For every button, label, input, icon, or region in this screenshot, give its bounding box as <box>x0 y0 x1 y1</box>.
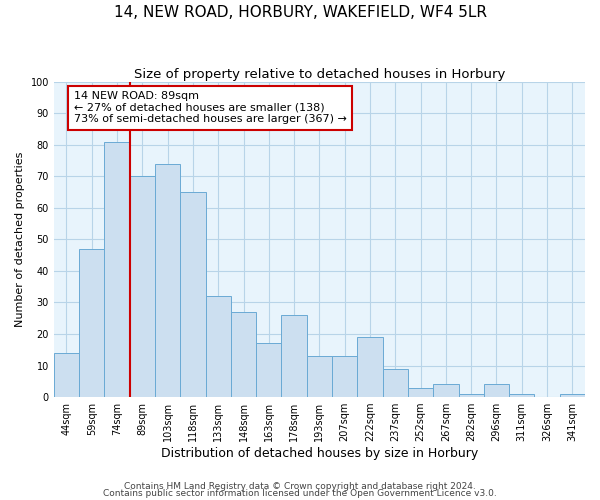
Y-axis label: Number of detached properties: Number of detached properties <box>15 152 25 327</box>
Bar <box>256 344 281 397</box>
Bar <box>408 388 433 397</box>
Text: Contains HM Land Registry data © Crown copyright and database right 2024.: Contains HM Land Registry data © Crown c… <box>124 482 476 491</box>
Bar <box>358 337 383 397</box>
X-axis label: Distribution of detached houses by size in Horbury: Distribution of detached houses by size … <box>161 447 478 460</box>
Bar <box>433 384 458 397</box>
Bar <box>79 249 104 397</box>
Bar <box>484 384 509 397</box>
Bar <box>231 312 256 397</box>
Bar <box>458 394 484 397</box>
Bar <box>54 353 79 397</box>
Bar <box>332 356 358 397</box>
Text: 14, NEW ROAD, HORBURY, WAKEFIELD, WF4 5LR: 14, NEW ROAD, HORBURY, WAKEFIELD, WF4 5L… <box>113 5 487 20</box>
Bar <box>307 356 332 397</box>
Bar <box>509 394 535 397</box>
Bar <box>104 142 130 397</box>
Bar <box>560 394 585 397</box>
Bar <box>383 368 408 397</box>
Title: Size of property relative to detached houses in Horbury: Size of property relative to detached ho… <box>134 68 505 80</box>
Text: Contains public sector information licensed under the Open Government Licence v3: Contains public sector information licen… <box>103 489 497 498</box>
Bar <box>281 315 307 397</box>
Bar <box>155 164 180 397</box>
Bar <box>206 296 231 397</box>
Bar <box>130 176 155 397</box>
Text: 14 NEW ROAD: 89sqm
← 27% of detached houses are smaller (138)
73% of semi-detach: 14 NEW ROAD: 89sqm ← 27% of detached hou… <box>74 91 347 124</box>
Bar <box>180 192 206 397</box>
